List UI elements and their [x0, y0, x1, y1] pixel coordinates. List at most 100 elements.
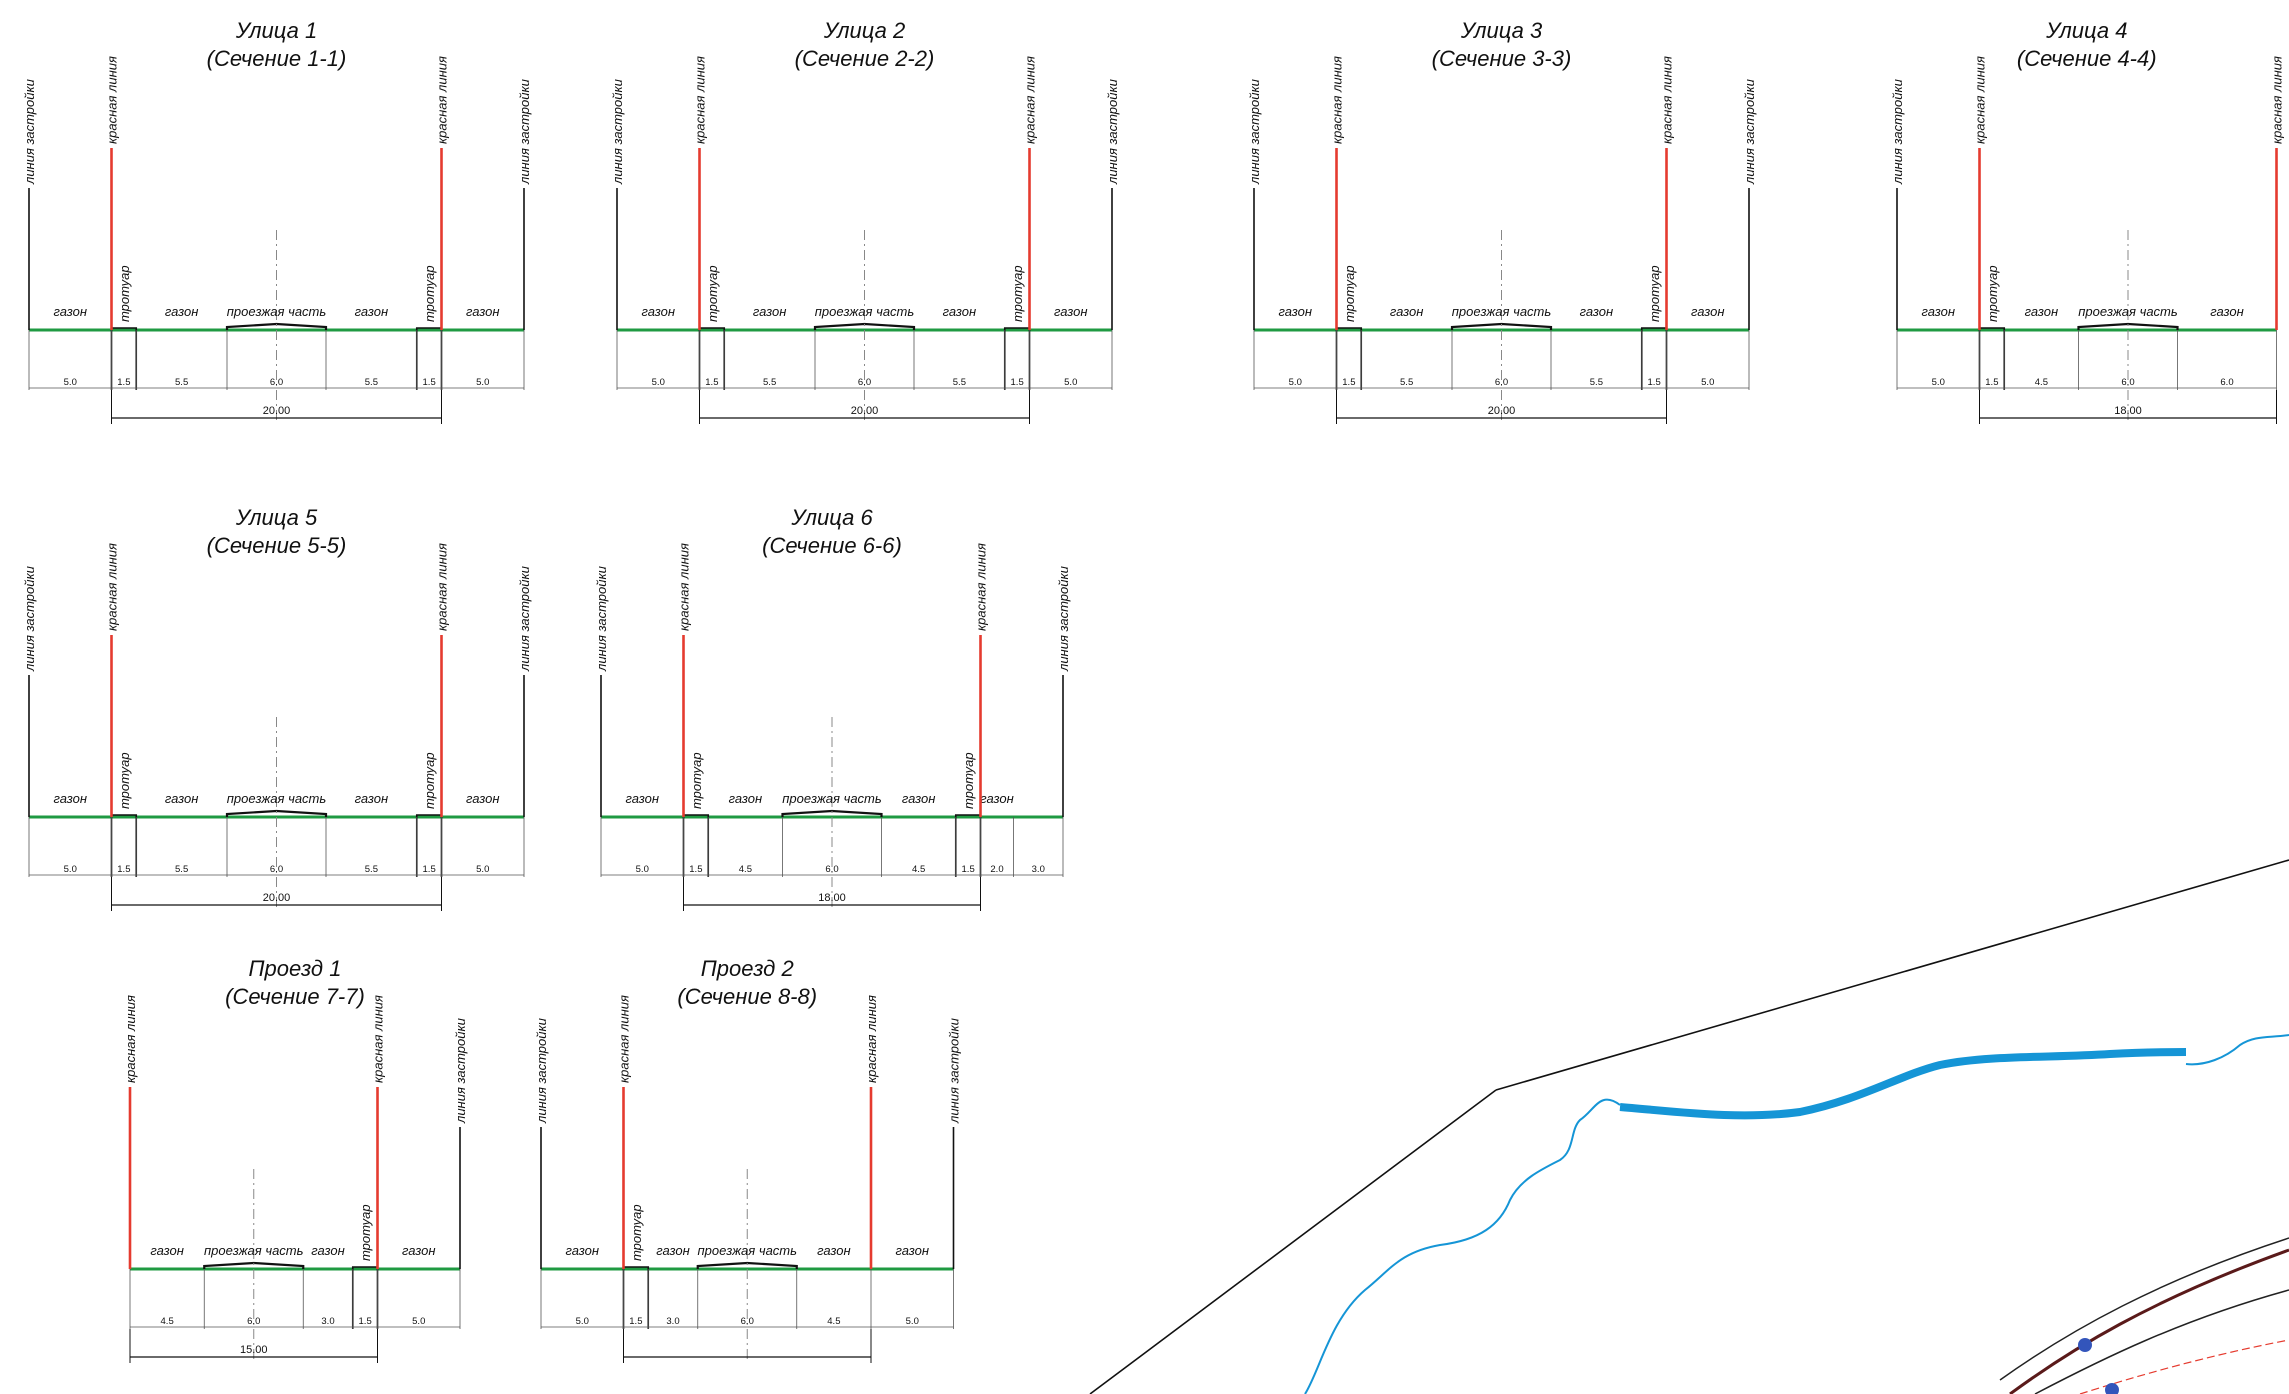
zone-label: тротуар — [689, 752, 704, 809]
build-line-label: линия застройки — [1105, 79, 1120, 185]
section-1: Улица 1 (Сечение 1-1) газон 5.0 тротуар 1.5 га… — [22, 18, 532, 424]
section-title: Улица 2 — [823, 18, 905, 43]
total-width-label: 18.00 — [818, 892, 846, 904]
zone-label: газон — [54, 791, 88, 806]
zone-label: проезжая часть — [204, 1243, 304, 1258]
dimension-label: 5.0 — [64, 377, 77, 388]
red-line-label: красная линия — [123, 995, 138, 1083]
zone-label: проезжая часть — [227, 791, 327, 806]
zone-label: газон — [943, 304, 977, 319]
section-title: Проезд 1 — [249, 956, 342, 981]
zone-label: газон — [902, 791, 936, 806]
section-7: Проезд 1 (Сечение 7-7) газон 4.5 проезжая ча… — [123, 956, 468, 1363]
red-line-label: красная линия — [617, 995, 632, 1083]
road-edge-line — [1999, 1237, 2289, 1381]
dimension-label: 1.5 — [1985, 377, 1998, 388]
zone-label: газон — [54, 304, 88, 319]
zone-label: газон — [402, 1243, 436, 1258]
zone-label: тротуар — [117, 752, 132, 809]
site-plan-fragment — [1089, 859, 2289, 1394]
dimension-label: 6.0 — [858, 377, 871, 388]
section-5: Улица 5 (Сечение 5-5) газон 5.0 тротуар 1.5 га… — [22, 505, 532, 911]
dimension-label: 2.0 — [990, 864, 1003, 875]
dimension-label: 4.5 — [161, 1316, 174, 1327]
river-line — [1619, 1048, 2187, 1120]
dimension-label: 1.5 — [962, 864, 975, 875]
zone-label: газон — [896, 1243, 930, 1258]
red-line-label: красная линия — [105, 543, 120, 631]
red-line-label: красная линия — [1660, 56, 1675, 144]
dimension-label: 4.5 — [739, 864, 752, 875]
survey-point-marker — [2105, 1383, 2119, 1394]
dimension-label: 6.0 — [2220, 377, 2233, 388]
zone-label: газон — [642, 304, 676, 319]
zone-label: газон — [466, 304, 500, 319]
dimension-label: 6.0 — [741, 1316, 754, 1327]
build-line-label: линия застройки — [453, 1018, 468, 1124]
section-subtitle: (Сечение 7-7) — [225, 984, 365, 1009]
zone-label: газон — [1279, 304, 1313, 319]
section-subtitle: (Сечение 5-5) — [207, 533, 347, 558]
zone-label: проезжая часть — [815, 304, 915, 319]
dimension-label: 6.0 — [270, 377, 283, 388]
section-title: Улица 6 — [790, 505, 873, 530]
zone-label: тротуар — [1647, 265, 1662, 322]
dimension-label: 4.5 — [2035, 377, 2048, 388]
dimension-label: 5.0 — [412, 1316, 425, 1327]
zone-label: тротуар — [422, 752, 437, 809]
build-line-label: линия застройки — [594, 566, 609, 672]
section-title: Улица 1 — [235, 18, 317, 43]
zone-label: газон — [626, 791, 660, 806]
dimension-label: 4.5 — [912, 864, 925, 875]
dimension-label: 5.0 — [636, 864, 649, 875]
dimension-label: 1.5 — [705, 377, 718, 388]
section-title: Улица 3 — [1460, 18, 1543, 43]
zone-label: газон — [2210, 304, 2244, 319]
dimension-label: 3.0 — [321, 1316, 334, 1327]
dimension-label: 5.0 — [576, 1316, 589, 1327]
zone-label: газон — [753, 304, 787, 319]
build-line-label: линия застройки — [1056, 566, 1071, 672]
zone-label: тротуар — [1010, 265, 1025, 322]
dimension-label: 6.0 — [825, 864, 838, 875]
dimension-label: 3.0 — [1032, 864, 1045, 875]
zone-label: тротуар — [117, 265, 132, 322]
section-title: Улица 4 — [2045, 18, 2127, 43]
survey-point-marker — [2078, 1338, 2092, 1352]
build-line-label: линия застройки — [517, 79, 532, 185]
total-width-label: 20.00 — [851, 405, 879, 417]
dimension-label: 1.5 — [689, 864, 702, 875]
river-line — [1304, 1098, 1621, 1394]
site-boundary-line — [1089, 1089, 1497, 1394]
zone-label: тротуар — [358, 1204, 373, 1261]
total-width-label: 15.00 — [240, 1344, 268, 1356]
build-line-label: линия застройки — [1247, 79, 1262, 185]
build-line-label: линия застройки — [534, 1018, 549, 1124]
dimension-label: 1.5 — [629, 1316, 642, 1327]
dimension-label: 5.0 — [906, 1316, 919, 1327]
zone-label: газон — [466, 791, 500, 806]
total-width-label: 20.00 — [263, 892, 291, 904]
zone-label: проезжая часть — [698, 1243, 798, 1258]
zone-label: газон — [729, 791, 763, 806]
zone-label: газон — [1580, 304, 1614, 319]
dimension-label: 5.5 — [365, 377, 378, 388]
red-line-label: красная линия — [1973, 56, 1988, 144]
red-line-label: красная линия — [1023, 56, 1038, 144]
zone-label: газон — [311, 1243, 345, 1258]
red-line-label: красная линия — [371, 995, 386, 1083]
section-subtitle: (Сечение 6-6) — [762, 533, 902, 558]
zone-label: тротуар — [422, 265, 437, 322]
red-line-label: красная линия — [105, 56, 120, 144]
zone-label: газон — [1922, 304, 1956, 319]
site-boundary-line — [1495, 859, 2289, 1091]
dimension-label: 6.0 — [270, 864, 283, 875]
section-8: Проезд 2 (Сечение 8-8) газон 5.0 тротуар 1.5 г… — [534, 956, 962, 1363]
dimension-label: 5.5 — [1590, 377, 1603, 388]
dimension-label: 5.5 — [175, 377, 188, 388]
dimension-label: 5.0 — [652, 377, 665, 388]
zone-label: газон — [1390, 304, 1424, 319]
dimension-label: 5.0 — [1289, 377, 1302, 388]
zone-label: газон — [980, 791, 1014, 806]
zone-label: тротуар — [961, 752, 976, 809]
